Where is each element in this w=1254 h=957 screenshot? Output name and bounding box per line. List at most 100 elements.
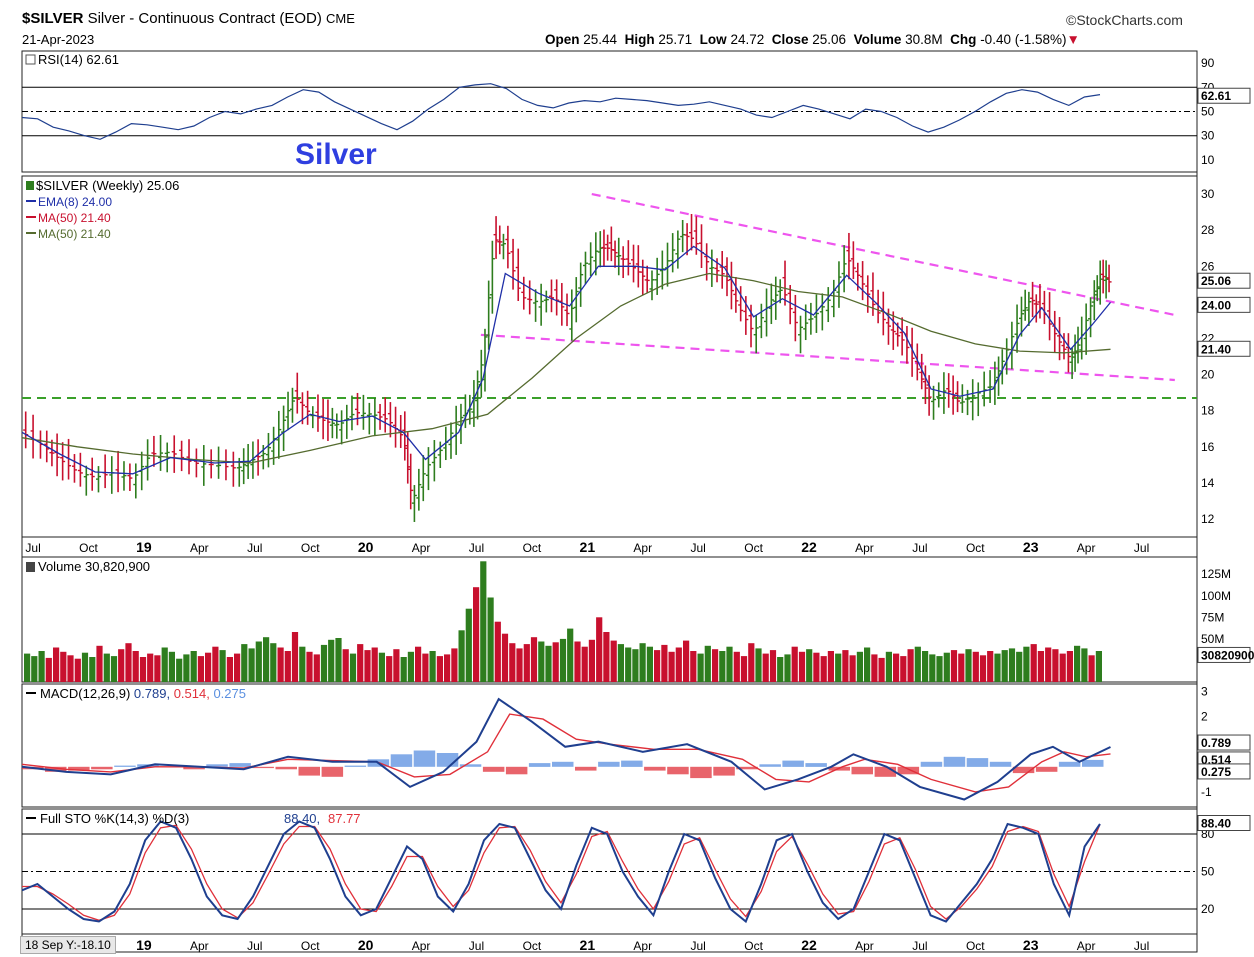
volume-bar — [574, 641, 581, 682]
volume-bar — [38, 651, 45, 682]
volume-bar — [422, 653, 429, 682]
volume-last-value-box — [1197, 646, 1251, 663]
x-tick-label-bottom: Jul — [469, 939, 484, 953]
x-tick-label: 22 — [801, 539, 817, 555]
legend-entry: MA(50) 21.40 — [38, 227, 111, 241]
rsi-line — [21, 83, 1101, 140]
volume-bar — [929, 654, 936, 682]
volume-bar — [1045, 647, 1052, 682]
volume-bar — [212, 646, 219, 682]
hist-last-value: 0.275 — [1201, 765, 1231, 779]
volume-bar — [161, 647, 168, 682]
volume-bar — [205, 652, 212, 682]
macd-histogram-bar — [1082, 759, 1104, 767]
macd-last-value: 0.789 — [1201, 736, 1231, 750]
volume-bar — [972, 651, 979, 682]
instrument-name: Silver - Continuous Contract (EOD) — [87, 10, 322, 27]
volume-bar — [154, 655, 161, 682]
macd-histogram-bar — [575, 766, 597, 771]
macd-label: MACD(12,26,9) — [40, 686, 134, 701]
macd-histogram-bar — [989, 761, 1012, 767]
volume-label: Volume — [853, 32, 902, 47]
volume-bar — [538, 641, 545, 682]
x-tick-label-bottom: Oct — [523, 939, 542, 953]
macd-histogram-bar — [759, 764, 781, 767]
volume-bar — [320, 644, 328, 682]
volume-bar — [958, 653, 965, 682]
ema-last-value: 24.00 — [1201, 298, 1231, 312]
price-title: $SILVER (Weekly) 25.06 — [36, 178, 179, 193]
trendline-lower — [480, 333, 1175, 382]
volume-bar — [806, 649, 813, 682]
x-tick-label: Apr — [855, 541, 874, 555]
volume-bar — [197, 656, 204, 682]
x-tick-label: Oct — [523, 541, 542, 555]
volume-bar — [255, 641, 262, 682]
volume-bar — [798, 651, 806, 682]
volume-bar — [176, 658, 183, 682]
volume-bar — [480, 561, 487, 682]
volume-bar — [1008, 648, 1016, 682]
volume-bar — [357, 644, 364, 682]
panel-frame-rsi — [21, 50, 1198, 173]
price-y-tick: 28 — [1201, 223, 1215, 237]
volume-bar — [393, 649, 400, 682]
volume-bar — [950, 650, 958, 682]
trendline-upper — [591, 192, 1176, 317]
volume-bar — [545, 645, 552, 682]
volume-bar — [994, 653, 1001, 682]
volume-bar — [733, 651, 740, 682]
exchange: CME — [326, 11, 355, 26]
volume-bar — [103, 653, 110, 682]
x-tick-label-bottom: Apr — [855, 939, 874, 953]
sto-d-line — [22, 824, 1101, 921]
volume-bar — [791, 646, 798, 682]
macd-y-tick: 3 — [1201, 685, 1208, 699]
macd-histogram-bar — [621, 760, 643, 767]
x-tick-label-bottom: 21 — [580, 937, 596, 953]
panel-frame-price — [21, 175, 1198, 538]
price-y-tick: 14 — [1201, 476, 1215, 490]
volume-bar — [835, 653, 842, 682]
volume-bar — [740, 656, 748, 682]
volume-bar — [646, 646, 653, 682]
macd-histogram-bar — [897, 766, 920, 775]
volume-y-tick: 75M — [1201, 610, 1224, 624]
close-value: 25.06 — [812, 32, 847, 47]
chg-value: -0.40 (-1.58%) — [980, 32, 1067, 47]
volume-bar — [335, 638, 342, 682]
sto-k-line — [21, 820, 1101, 924]
macd-histogram-bar — [505, 766, 528, 775]
volume-bar — [654, 650, 661, 682]
volume-bar — [842, 650, 849, 682]
sto-y-tick: 50 — [1201, 865, 1215, 879]
volume-bar — [581, 646, 588, 682]
volume-bar — [552, 642, 559, 682]
macd-histogram-bar — [667, 766, 689, 775]
x-tick-label-bottom: 20 — [358, 937, 374, 953]
volume-bar — [922, 651, 929, 682]
volume-value: 30.8M — [905, 32, 943, 47]
legend-entry: EMA(8) 24.00 — [38, 195, 112, 209]
price-y-tick: 16 — [1201, 440, 1215, 454]
macd-histogram-bar — [459, 764, 482, 767]
macd-histogram-bar — [252, 766, 274, 769]
volume-bar — [943, 652, 950, 682]
volume-bar — [661, 644, 668, 682]
volume-bar — [444, 654, 451, 682]
rsi-last-value: 62.61 — [1201, 89, 1231, 103]
x-tick-label-bottom: 22 — [801, 937, 817, 953]
sto-d-value: 87.77 — [328, 811, 361, 826]
macd-y-tick: 2 — [1201, 710, 1208, 724]
volume-bar — [1030, 644, 1037, 682]
volume-bar — [400, 657, 407, 682]
volume-bar — [415, 646, 422, 682]
x-tick-label-bottom: Oct — [744, 939, 763, 953]
volume-bar — [704, 645, 711, 682]
volume-bar — [147, 653, 154, 682]
volume-bar — [407, 651, 414, 682]
x-tick-label: 20 — [358, 539, 374, 555]
volume-bar — [979, 655, 987, 682]
volume-bar — [132, 651, 139, 682]
macd-histogram-bar — [1012, 766, 1035, 774]
